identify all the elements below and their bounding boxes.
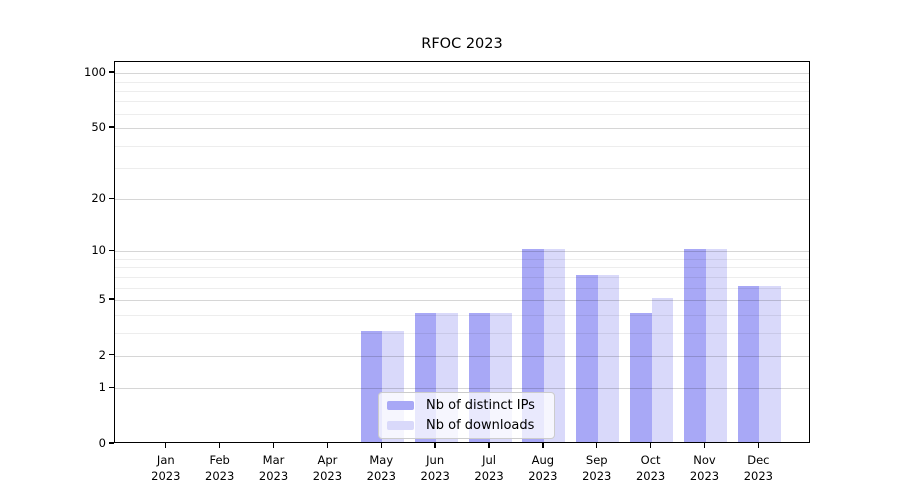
minor-gridline-3: [115, 332, 809, 334]
plot-area: [114, 61, 810, 443]
y-tick-label-1: 1: [98, 380, 106, 395]
major-gridline-100: [115, 73, 809, 75]
x-tick-label-jan: Jan 2023: [151, 453, 181, 483]
y-tick-label-50: 50: [91, 120, 106, 135]
y-tick-mark-2: [108, 354, 114, 356]
x-tick-mark-jun: [434, 443, 436, 448]
x-tick-label-may: May 2023: [366, 453, 396, 483]
x-tick-mark-oct: [649, 443, 652, 448]
minor-gridline-60: [115, 113, 809, 115]
y-tick-mark-50: [108, 126, 114, 128]
x-tick-mark-may: [380, 443, 382, 448]
minor-gridline-80: [115, 90, 809, 92]
bar-downloads-dec: [759, 285, 781, 442]
minor-gridline-40: [115, 145, 809, 147]
bar-distinct-ips-oct: [630, 312, 652, 442]
bar-downloads-nov: [705, 249, 727, 442]
x-tick-label-feb: Feb 2023: [205, 453, 235, 483]
x-tick-label-apr: Apr 2023: [312, 453, 343, 483]
bar-downloads-oct: [651, 298, 674, 442]
legend-label-downloads: Nb of downloads: [426, 418, 535, 433]
major-gridline-20: [115, 199, 809, 201]
x-tick-label-jun: Jun 2023: [420, 453, 450, 483]
bar-distinct-ips-sep: [576, 274, 598, 442]
bar-distinct-ips-may: [360, 330, 383, 442]
major-gridline-50: [115, 128, 809, 130]
y-tick-mark-0: [108, 442, 114, 444]
y-tick-label-2: 2: [98, 347, 106, 362]
chart-title: RFOC 2023: [421, 36, 503, 52]
minor-gridline-90: [115, 81, 809, 83]
legend-label-distinct-ips: Nb of distinct IPs: [426, 398, 535, 413]
x-tick-mark-dec: [757, 443, 760, 448]
legend-item-downloads: Nb of downloads: [387, 418, 546, 433]
minor-gridline-30: [115, 168, 809, 170]
minor-gridline-6: [115, 287, 809, 289]
bar-distinct-ips-dec: [737, 285, 760, 442]
x-tick-mark-jul: [488, 443, 490, 448]
y-tick-label-0: 0: [98, 436, 106, 450]
legend: Nb of distinct IPs Nb of downloads: [378, 392, 555, 439]
bar-distinct-ips-nov: [684, 249, 706, 442]
y-tick-label-5: 5: [98, 292, 106, 306]
x-tick-label-mar: Mar 2023: [258, 453, 289, 483]
x-tick-label-nov: Nov 2023: [689, 453, 720, 483]
y-tick-label-10: 10: [91, 243, 106, 258]
x-tick-mark-apr: [326, 443, 329, 448]
minor-gridline-70: [115, 101, 809, 103]
bar-downloads-sep: [597, 274, 620, 442]
x-tick-mark-nov: [703, 443, 706, 448]
legend-swatch-downloads: [387, 420, 414, 431]
x-tick-mark-mar: [272, 443, 275, 448]
y-tick-mark-5: [108, 298, 114, 300]
minor-gridline-4: [115, 314, 809, 316]
major-gridline-5: [115, 300, 809, 301]
y-tick-label-100: 100: [84, 65, 106, 80]
x-tick-mark-jan: [165, 443, 167, 448]
y-tick-label-20: 20: [91, 191, 106, 206]
y-tick-mark-10: [108, 249, 114, 251]
x-tick-label-oct: Oct 2023: [635, 453, 666, 483]
y-tick-mark-1: [108, 386, 114, 388]
major-gridline-10: [115, 251, 809, 253]
minor-gridline-7: [115, 276, 809, 278]
legend-swatch-distinct-ips: [387, 400, 414, 411]
x-tick-label-jul: Jul 2023: [474, 453, 504, 483]
major-gridline-1: [115, 388, 809, 390]
y-tick-mark-100: [108, 71, 114, 73]
x-tick-mark-sep: [596, 443, 598, 448]
x-tick-mark-aug: [542, 443, 544, 448]
legend-item-distinct-ips: Nb of distinct IPs: [387, 398, 546, 413]
minor-gridline-9: [115, 258, 809, 260]
x-tick-mark-feb: [218, 443, 221, 448]
major-gridline-2: [115, 355, 809, 357]
x-tick-label-aug: Aug 2023: [528, 453, 558, 483]
y-tick-mark-20: [108, 197, 114, 200]
x-tick-label-sep: Sep 2023: [582, 453, 612, 483]
x-tick-label-dec: Dec 2023: [743, 453, 773, 483]
minor-gridline-8: [115, 267, 809, 269]
